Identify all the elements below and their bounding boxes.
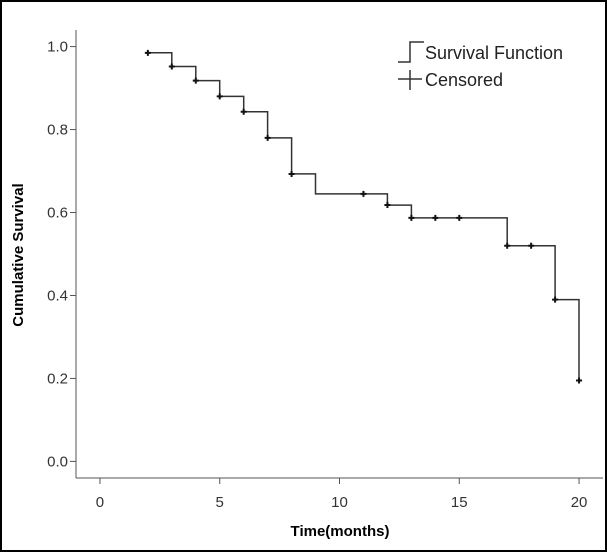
censored-marker — [504, 242, 511, 249]
plot-area — [144, 49, 583, 384]
y-tick-label: 0.8 — [47, 122, 68, 139]
censored-marker — [240, 108, 247, 115]
censored-marker — [552, 296, 559, 303]
ticks — [70, 46, 580, 484]
censored-marker — [288, 170, 295, 177]
legend-step-icon — [398, 41, 424, 63]
censored-marker — [168, 63, 175, 70]
x-tick-label: 10 — [331, 494, 348, 511]
censored-marker — [408, 214, 415, 221]
x-tick-label: 20 — [571, 494, 588, 511]
censored-marker — [456, 214, 463, 221]
censored-marker — [384, 202, 391, 209]
legend: Survival Function Censored — [398, 41, 563, 90]
survival-step-line — [147, 52, 580, 381]
censored-marker — [192, 77, 199, 84]
y-tick-label: 0.0 — [47, 453, 68, 470]
y-tick-label: 0.6 — [47, 205, 68, 222]
y-tick-label: 0.2 — [47, 370, 68, 387]
censored-marker — [144, 49, 151, 56]
legend-label-survival: Survival Function — [425, 43, 563, 63]
y-axis-title: Cumulative Survival — [10, 183, 27, 326]
censored-marker — [432, 214, 439, 221]
x-tick-label: 0 — [96, 494, 104, 511]
tick-labels: 0 5 10 15 20 0.0 0.2 0.4 0.6 0.8 1.0 — [47, 39, 587, 511]
censored-marker — [528, 242, 535, 249]
y-tick-label: 0.4 — [47, 287, 68, 304]
x-tick-label: 5 — [216, 494, 224, 511]
censored-marker — [360, 190, 367, 197]
censored-marker — [576, 377, 583, 384]
censored-marker — [216, 93, 223, 100]
x-tick-label: 15 — [451, 494, 468, 511]
censored-marker — [264, 134, 271, 141]
legend-label-censored: Censored — [425, 70, 503, 90]
axes — [75, 30, 603, 479]
x-axis-title: Time(months) — [291, 523, 390, 540]
y-tick-label: 1.0 — [47, 39, 68, 56]
